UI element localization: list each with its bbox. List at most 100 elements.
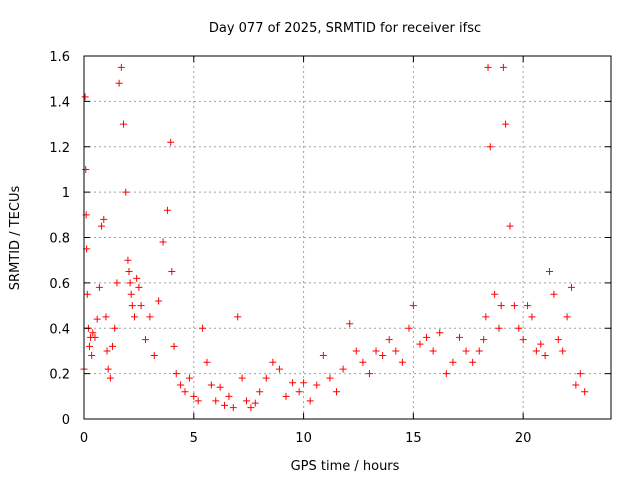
data-point [122, 188, 130, 196]
y-tick-label: 0.8 [49, 232, 70, 247]
x-tick-label: 10 [295, 431, 312, 446]
data-point [98, 222, 106, 230]
y-tick-label: 1.4 [49, 95, 70, 110]
data-point [326, 374, 334, 382]
x-tick-label: 20 [515, 431, 532, 446]
data-point [177, 381, 185, 389]
data-point [469, 358, 477, 366]
data-point [93, 315, 101, 323]
data-point [225, 392, 233, 400]
data-point [524, 302, 532, 310]
data-point [423, 333, 431, 341]
data-point [385, 336, 393, 344]
data-point [502, 120, 510, 128]
data-point [528, 313, 536, 321]
data-point [238, 374, 246, 382]
data-point [137, 302, 145, 310]
data-point [81, 93, 89, 101]
data-point [256, 388, 264, 396]
data-point [550, 290, 558, 298]
data-point [170, 342, 178, 350]
data-point [229, 404, 237, 412]
data-point [109, 342, 117, 350]
data-point [113, 279, 121, 287]
data-point [95, 283, 103, 291]
data-point [486, 143, 494, 151]
data-point [126, 279, 134, 287]
data-point [537, 340, 545, 348]
data-point [234, 313, 242, 321]
data-point [159, 238, 167, 246]
data-point [133, 274, 141, 282]
data-point [546, 268, 554, 276]
data-point [212, 397, 220, 405]
data-point [576, 370, 584, 378]
data-point [106, 374, 114, 382]
data-point [352, 347, 360, 355]
data-point [455, 333, 463, 341]
data-point [124, 256, 132, 264]
data-point [207, 381, 215, 389]
data-point [554, 336, 562, 344]
data-point [190, 392, 198, 400]
y-tick-label: 0.4 [49, 322, 70, 337]
data-point [313, 381, 321, 389]
data-point [194, 397, 202, 405]
chart-title: Day 077 of 2025, SRMTID for receiver ifs… [209, 21, 481, 36]
data-point [141, 336, 149, 344]
y-axis-label: SRMTID / TECUs [8, 186, 23, 291]
data-point [462, 347, 470, 355]
data-point [482, 313, 490, 321]
data-point [416, 340, 424, 348]
data-point [163, 206, 171, 214]
data-point [282, 392, 290, 400]
data-point [103, 347, 111, 355]
data-point [167, 138, 175, 146]
data-point [333, 388, 341, 396]
data-point [491, 290, 499, 298]
data-point [262, 374, 270, 382]
data-point [480, 336, 488, 344]
data-point [567, 283, 575, 291]
data-point [85, 342, 93, 350]
data-point [199, 324, 207, 332]
x-tick-label: 0 [80, 431, 88, 446]
data-point [181, 388, 189, 396]
y-tick-label: 1 [62, 186, 70, 201]
axis-ticks: 0 0.2 0.4 0.6 0.8 1 1.2 1.4 1.6 0 5 10 15 20 [49, 50, 611, 446]
data-point [88, 351, 96, 359]
data-point [127, 290, 135, 298]
data-point [221, 401, 229, 409]
data-point [449, 358, 457, 366]
data-point [442, 370, 450, 378]
data-point [117, 63, 125, 71]
data-point [510, 302, 518, 310]
data-point [484, 63, 492, 71]
data-point [172, 370, 180, 378]
data-point [379, 351, 387, 359]
data-point [300, 379, 308, 387]
data-point [185, 374, 193, 382]
data-point [120, 120, 128, 128]
data-point [155, 297, 163, 305]
data-point [289, 379, 297, 387]
y-tick-label: 0.6 [49, 277, 70, 292]
data-point [146, 313, 154, 321]
data-point [359, 358, 367, 366]
data-point [102, 313, 110, 321]
data-point [275, 365, 283, 373]
data-point [475, 347, 483, 355]
data-point [168, 268, 176, 276]
data-point [150, 351, 158, 359]
data-point [339, 365, 347, 373]
x-tick-label: 15 [405, 431, 422, 446]
data-point [499, 63, 507, 71]
x-axis-label: GPS time / hours [291, 459, 400, 474]
data-point [581, 388, 589, 396]
y-tick-label: 1.6 [49, 50, 70, 65]
data-point [563, 313, 571, 321]
data-point [372, 347, 380, 355]
data-point [89, 329, 97, 337]
data-point [135, 283, 143, 291]
data-point [429, 347, 437, 355]
